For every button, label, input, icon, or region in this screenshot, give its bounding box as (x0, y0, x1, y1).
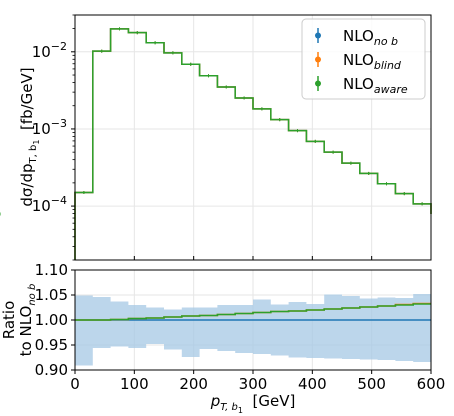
x-tick-label-4: 400 (298, 375, 327, 393)
ratio-panel: 0 100 200 300 400 500 600 0.90 0.95 1.00 1.05 1.10… (0, 261, 445, 415)
ratio-uncertainty-band (75, 294, 431, 366)
main-y-tick-label-exp-0: −2 (51, 40, 67, 53)
ratio-series-aware (75, 303, 431, 321)
main-y-axis-label: dσ/dpT, b1 [fb/GeV] (18, 67, 41, 206)
main-series-aware (74, 28, 432, 260)
main-y-tick-label-0: 10−2 (32, 40, 67, 61)
main-y-tick-label-2: 10−4 (32, 194, 67, 215)
x-axis-label: pT, b1 [GeV] (210, 392, 296, 415)
legend-label-aware-sub: aware (374, 83, 408, 96)
legend-marker-nob (315, 32, 321, 39)
main-y-label-subsub: 1 (32, 140, 41, 145)
legend-label-nob-base: NLO (343, 27, 374, 45)
main-panel-series (0, 27, 432, 260)
main-panel-x-ticks (74, 256, 432, 260)
ratio-y-tick-label-0: 0.90 (35, 361, 68, 379)
ratio-y-axis-label-line2: to NLOno b (17, 284, 38, 357)
legend: NLOno b NLOblind NLOaware (301, 18, 426, 100)
x-label-base: p (210, 392, 221, 410)
ratio-y-tick-label-1: 0.95 (35, 336, 68, 354)
legend-label-blind-sub: blind (374, 59, 402, 72)
main-y-label-sub: T, b (28, 145, 39, 165)
main-y-label-part1: dσ/dp (18, 164, 36, 207)
ratio-y-tick-label-2: 1.00 (35, 311, 68, 329)
ratio-y-label-sub: no b (27, 284, 38, 306)
main-y-tick-label-base-2: 10 (32, 197, 51, 215)
legend-entry-nob: NLOno b (315, 27, 398, 48)
legend-marker-blind (315, 56, 321, 63)
x-tick-label-6: 600 (417, 375, 446, 393)
x-tick-label-1: 100 (120, 375, 149, 393)
ratio-panel-y-ticks: 0.90 0.95 1.00 1.05 1.10 (35, 261, 75, 379)
x-tick-label-3: 300 (239, 375, 268, 393)
legend-marker-aware (315, 80, 321, 87)
legend-entry-aware: NLOaware (315, 75, 408, 96)
legend-entry-blind: NLOblind (315, 51, 402, 72)
x-tick-label-0: 0 (70, 375, 80, 393)
ratio-y-tick-label-3: 1.05 (35, 286, 68, 304)
main-y-tick-label-base-1: 10 (32, 120, 51, 138)
ratio-band-fill (75, 294, 431, 366)
main-y-label-unit: [fb/GeV] (18, 67, 36, 139)
x-label-unit: [GeV] (243, 392, 295, 410)
ratio-y-label-base: to NLO (17, 306, 35, 357)
ratio-panel-x-ticks: 0 100 200 300 400 500 600 (70, 370, 445, 393)
ratio-panel-series (75, 302, 431, 321)
legend-label-nob: NLOno b (343, 27, 398, 48)
legend-label-aware: NLOaware (343, 75, 408, 96)
main-y-tick-label-base-0: 10 (32, 43, 51, 61)
main-panel: 10−210−310−4 dσ/dpT, b1 [fb/GeV] NLOno b… (0, 14, 432, 261)
main-panel-y-ticks: 10−210−310−4 (32, 14, 75, 261)
main-y-tick-label-exp-1: −3 (51, 117, 67, 130)
main-y-tick-label-1: 10−3 (32, 117, 67, 138)
ratio-y-axis-label-line1: Ratio (0, 301, 18, 340)
main-y-tick-label-exp-2: −4 (51, 194, 67, 207)
x-tick-label-5: 500 (357, 375, 386, 393)
x-label-subsub: 1 (238, 406, 243, 415)
ratio-y-tick-label-4: 1.10 (35, 261, 68, 279)
legend-label-aware-base: NLO (343, 75, 374, 93)
legend-label-blind: NLOblind (343, 51, 402, 72)
legend-label-blind-base: NLO (343, 51, 374, 69)
legend-box (301, 18, 426, 100)
x-tick-label-2: 200 (179, 375, 208, 393)
x-label-sub: T, b (220, 402, 238, 413)
legend-label-nob-sub: no b (374, 35, 398, 48)
